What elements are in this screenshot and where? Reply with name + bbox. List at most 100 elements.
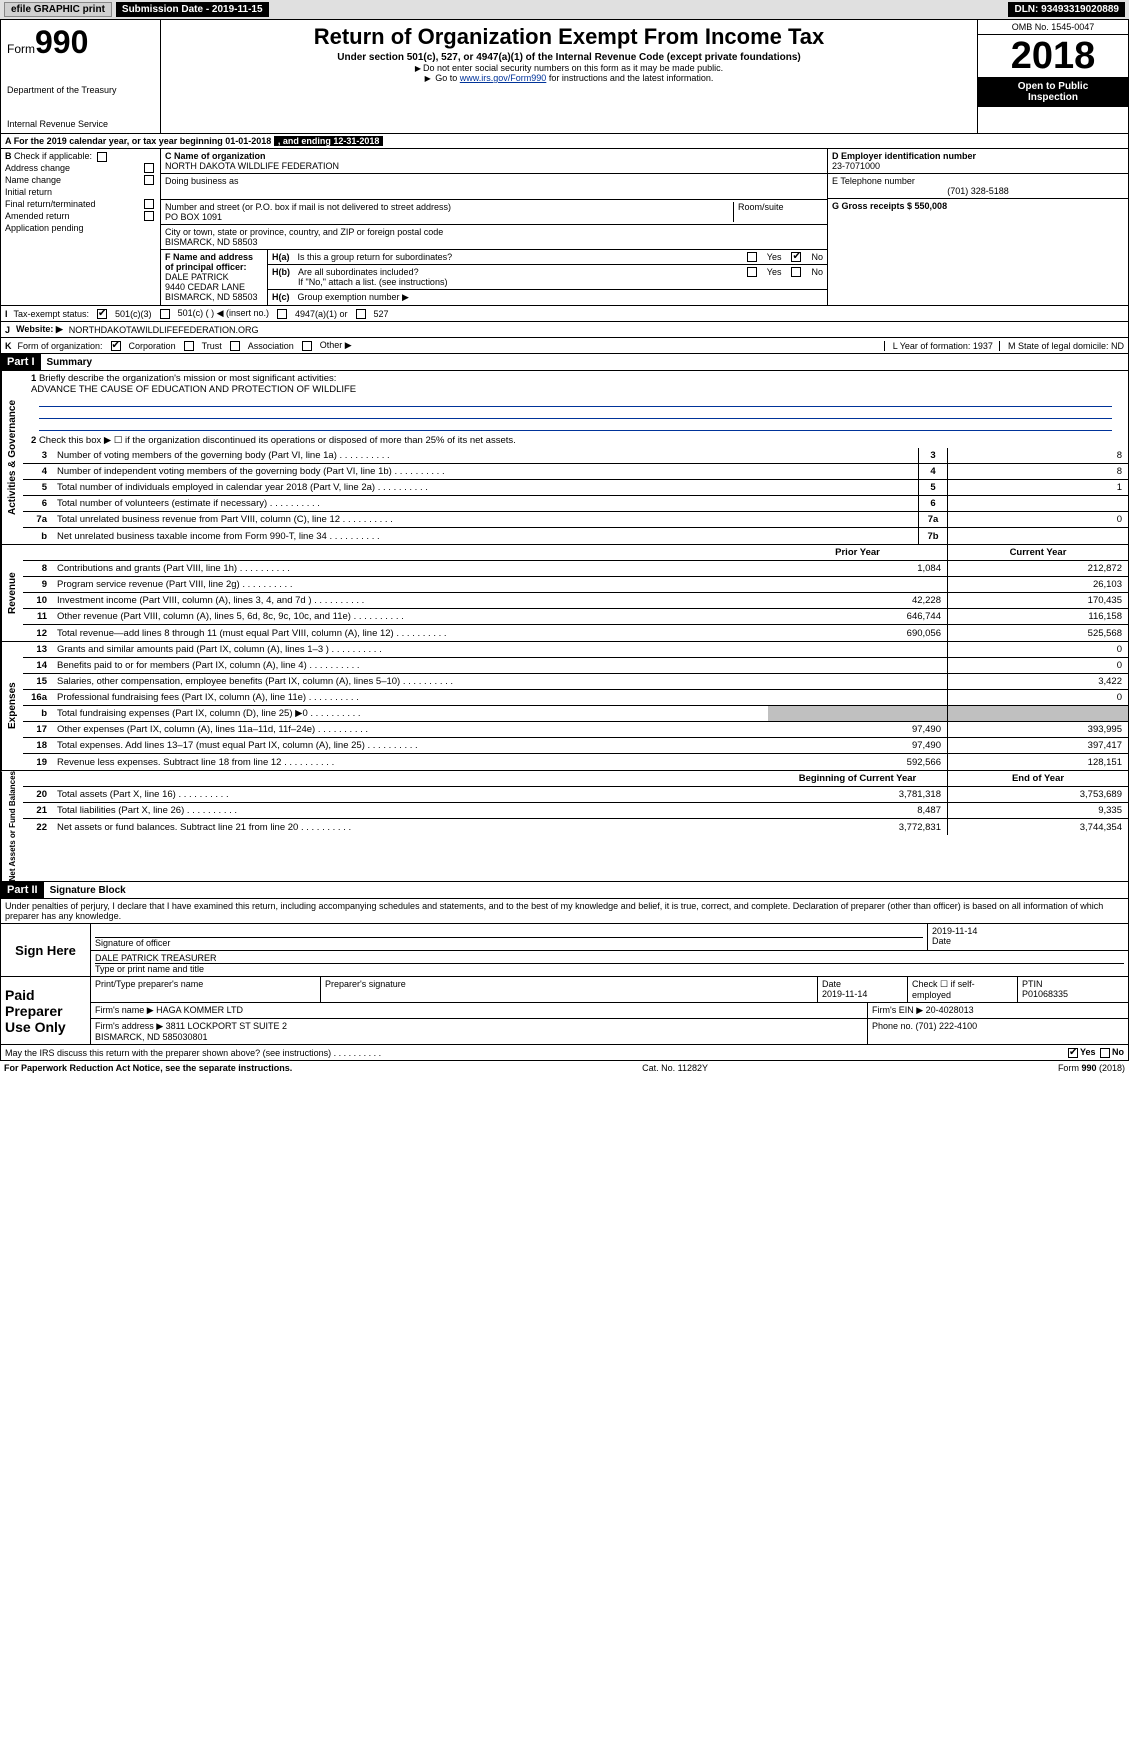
e-phone: E Telephone number (701) 328-5188 [828,174,1128,199]
col-b: B Check if applicable: Address change Na… [1,149,161,305]
c-city-row: City or town, state or province, country… [161,225,827,250]
rev-header: Prior Year Current Year [23,545,1128,561]
line1: 1 Briefly describe the organization's mi… [23,371,1128,433]
4947-check[interactable] [277,309,287,319]
website: NORTHDAKOTAWILDLIFEFEDERATION.ORG [69,325,259,335]
open-public: Open to Public Inspection [978,77,1128,107]
summary-row: 5Total number of individuals employed in… [23,480,1128,496]
ha-yes[interactable] [747,252,757,262]
b-pending: Application pending [5,222,156,234]
perjury-text: Under penalties of perjury, I declare th… [0,899,1129,924]
col-c: C Name of organization NORTH DAKOTA WILD… [161,149,828,305]
b-name-change: Name change [5,174,156,186]
f-name: DALE PATRICK [165,272,263,282]
summary-row: 6Total number of volunteers (estimate if… [23,496,1128,512]
c-city: BISMARCK, ND 58503 [165,237,823,247]
sign-here-block: Sign Here Signature of officer 2019-11-1… [0,924,1129,977]
part1-header: Part I Summary [0,354,1129,371]
part2-header: Part II Signature Block [0,882,1129,899]
ein: 23-7071000 [832,161,1124,171]
row-k: KForm of organization: Corporation Trust… [0,338,1129,354]
checkbox[interactable] [144,199,154,209]
tax-year: 2018 [978,35,1128,77]
firm-phone: Phone no. (701) 222-4100 [868,1019,1128,1044]
501c3-check[interactable] [97,309,107,319]
officer-name: DALE PATRICK TREASURER [95,953,1124,964]
part1-title: Summary [41,355,99,370]
checkbox[interactable] [144,211,154,221]
hdr-beg: Beginning of Current Year [768,771,948,786]
efile-graphic-btn[interactable]: efile GRAPHIC print [4,2,112,17]
summary-row: 20Total assets (Part X, line 16) 3,781,3… [23,787,1128,803]
paid-label: Paid Preparer Use Only [1,977,91,1044]
checkbox[interactable] [144,175,154,185]
summary-row: 15Salaries, other compensation, employee… [23,674,1128,690]
goto-line: Go to www.irs.gov/Form990 for instructio… [167,73,971,83]
checkbox[interactable] [144,163,154,173]
b-address-change: Address change [5,162,156,174]
part1-num: Part I [1,354,41,370]
l-year: L Year of formation: 1937 [884,341,993,351]
revenue-section: Revenue Prior Year Current Year 8Contrib… [0,545,1129,642]
block-bcd: B Check if applicable: Address change Na… [0,149,1129,306]
firm-name: Firm's name ▶ HAGA KOMMER LTD [91,1003,868,1018]
sign-here-label: Sign Here [1,924,91,976]
goto-pre: Go to [435,73,460,83]
b-final: Final return/terminated [5,198,156,210]
discuss-no[interactable] [1100,1048,1110,1058]
sig-date-label: Date [932,936,1124,946]
footer-form: Form 990 (2018) [1058,1063,1125,1073]
other-check[interactable] [302,341,312,351]
assoc-check[interactable] [230,341,240,351]
summary-row: 17Other expenses (Part IX, column (A), l… [23,722,1128,738]
501c-check[interactable] [160,309,170,319]
part2-title: Signature Block [44,883,132,898]
b-initial: Initial return [5,186,156,198]
hb-yes[interactable] [747,267,757,277]
omb-number: OMB No. 1545-0047 [978,20,1128,35]
part2-num: Part II [1,882,44,898]
summary-row: 14Benefits paid to or for members (Part … [23,658,1128,674]
a-text: For the 2019 calendar year, or tax year … [14,136,272,146]
submission-date: Submission Date - 2019-11-15 [116,2,269,17]
ha-no[interactable] [791,252,801,262]
firm-ein: Firm's EIN ▶ 20-4028013 [868,1003,1128,1018]
discuss-q: May the IRS discuss this return with the… [5,1048,381,1058]
row-j: JWebsite: ▶ NORTHDAKOTAWILDLIFEFEDERATIO… [0,322,1129,338]
summary-row: 22Net assets or fund balances. Subtract … [23,819,1128,835]
row-a: A For the 2019 calendar year, or tax yea… [0,134,1129,149]
c-street-row: Number and street (or P.O. box if mail i… [161,200,827,225]
prep-sig-hdr: Preparer's signature [321,977,818,1002]
form-header-center: Return of Organization Exempt From Incom… [161,20,978,133]
dept-treasury: Department of the Treasury [7,85,154,95]
irs: Internal Revenue Service [7,119,154,129]
form-number: Form990 [7,24,154,61]
col-d: D Employer identification number 23-7071… [828,149,1128,305]
row-i: ITax-exempt status: 501(c)(3) 501(c) ( )… [0,306,1129,322]
line2: 2 Check this box ▶ ☐ if the organization… [23,433,1128,448]
irs-link[interactable]: www.irs.gov/Form990 [460,73,547,83]
prep-date: Date2019-11-14 [818,977,908,1002]
net-header: Beginning of Current Year End of Year [23,771,1128,787]
f-city: BISMARCK, ND 58503 [165,292,263,302]
summary-row: 10Investment income (Part VIII, column (… [23,593,1128,609]
527-check[interactable] [356,309,366,319]
summary-row: 9Program service revenue (Part VIII, lin… [23,577,1128,593]
corp-check[interactable] [111,341,121,351]
footer-cat: Cat. No. 11282Y [642,1063,708,1073]
trust-check[interactable] [184,341,194,351]
firm-addr: Firm's address ▶ 3811 LOCKPORT ST SUITE … [91,1019,868,1044]
c-dba: Doing business as [161,174,827,200]
org-name: NORTH DAKOTA WILDLIFE FEDERATION [165,161,823,171]
hdr-curr: Current Year [948,545,1128,560]
discuss-yes[interactable] [1068,1048,1078,1058]
d-ein: D Employer identification number 23-7071… [828,149,1128,174]
vlabel-expenses: Expenses [1,642,23,770]
footer-left: For Paperwork Reduction Act Notice, see … [4,1063,292,1073]
ssn-warning: Do not enter social security numbers on … [167,63,971,73]
hb-no[interactable] [791,267,801,277]
footer: For Paperwork Reduction Act Notice, see … [0,1061,1129,1075]
a-label: A [5,136,11,146]
efile-topbar: efile GRAPHIC print Submission Date - 20… [0,0,1129,19]
c-street-label: Number and street (or P.O. box if mail i… [165,202,733,212]
